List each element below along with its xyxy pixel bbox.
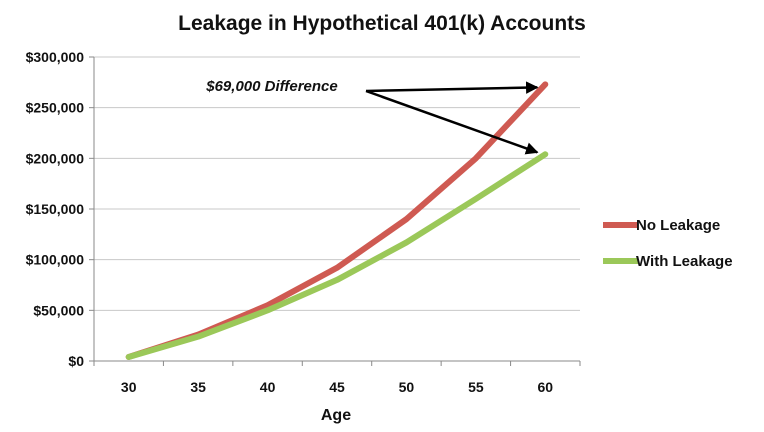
y-tick-label: $200,000: [26, 150, 85, 166]
y-tick-label: $50,000: [33, 302, 84, 318]
x-tick-label: 40: [260, 379, 276, 395]
annotation: $69,000 Difference: [205, 78, 539, 155]
y-tick-label: $300,000: [26, 49, 85, 65]
annotation-text: $69,000 Difference: [205, 78, 337, 95]
y-axis-ticks: $0 $50,000 $100,000 $150,000 $200,000 $250,00…: [26, 49, 85, 369]
x-tick-label: 55: [468, 379, 484, 395]
y-tick-label: $250,000: [26, 100, 85, 116]
series-lines: [125, 81, 549, 360]
legend-label: No Leakage: [636, 217, 720, 234]
legend: No Leakage With Leakage: [603, 217, 733, 270]
x-axis-label: Age: [321, 407, 351, 424]
x-tick-label: 30: [121, 379, 137, 395]
x-tick-label: 50: [399, 379, 415, 395]
annotation-arrow: [365, 81, 539, 94]
chart-title: Leakage in Hypothetical 401(k) Accounts: [178, 12, 586, 35]
gridlines: [89, 56, 580, 362]
x-tick-label: 60: [537, 379, 553, 395]
y-tick-label: $100,000: [26, 252, 85, 268]
x-axis-ticks: 30 35 40 45 50 55 60: [93, 361, 581, 395]
x-tick-label: 35: [190, 379, 206, 395]
y-tick-label: $0: [68, 353, 84, 369]
legend-label: With Leakage: [636, 253, 733, 270]
series-line: [125, 81, 549, 360]
x-tick-label: 45: [329, 379, 345, 395]
y-tick-label: $150,000: [26, 201, 85, 217]
series-line: [125, 151, 549, 360]
annotation-arrow: [365, 89, 539, 155]
